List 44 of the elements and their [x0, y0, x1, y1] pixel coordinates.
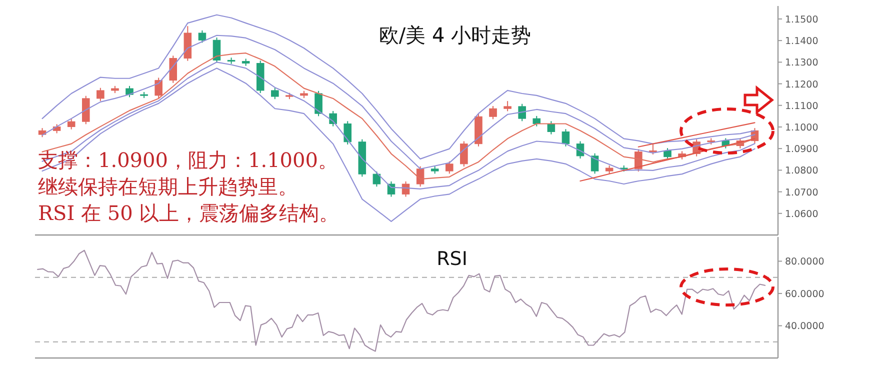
y-tick-label: 1.1300: [785, 58, 818, 69]
text: RSI: [436, 248, 468, 270]
candlestick: [460, 140, 468, 168]
y-tick-label: 1.1100: [785, 100, 818, 112]
candlestick: [198, 30, 206, 44]
y-tick-label: 1.1000: [785, 122, 818, 134]
y-tick-label: 40.0000: [785, 321, 824, 332]
candlestick: [504, 100, 512, 112]
candlestick: [664, 148, 672, 160]
candlestick: [489, 106, 497, 120]
candlestick: [82, 95, 90, 125]
text: 欧/美 4 小时走势: [378, 23, 532, 47]
y-tick-label: 80.0000: [785, 256, 824, 268]
annotation: RSI 在 50 以上，震荡偏多结构。: [38, 201, 340, 225]
candlestick: [314, 90, 322, 117]
candlestick: [649, 144, 657, 155]
candlestick: [446, 160, 454, 174]
candlestick: [126, 85, 134, 98]
line-series: [37, 250, 766, 352]
candlestick: [344, 120, 352, 145]
annotation: 支撑：1.0900，阻力：1.1000。: [38, 148, 338, 172]
y-tick-label: 1.1200: [785, 79, 818, 90]
y-tick-label: 60.0000: [785, 288, 824, 300]
candlestick: [154, 77, 162, 99]
y-tick-label: 1.1400: [785, 36, 818, 48]
annotation: 继续保持在短期上升趋势里。: [38, 174, 298, 198]
candlestick: [96, 87, 104, 102]
candlestick: [590, 152, 599, 174]
candlestick: [518, 103, 526, 122]
candlestick: [271, 87, 279, 100]
y-tick-label: 1.0900: [785, 144, 818, 156]
candlestick: [576, 140, 584, 160]
y-tick-label: 1.0700: [785, 187, 818, 198]
candlestick: [532, 115, 541, 127]
candlestick: [562, 128, 570, 147]
y-tick-label: 1.1500: [785, 14, 818, 26]
candlestick: [402, 180, 410, 198]
y-tick-label: 1.0600: [785, 208, 818, 220]
line-series: [638, 122, 756, 148]
candlestick: [212, 37, 221, 64]
candlestick: [169, 55, 178, 84]
candlestick: [67, 118, 76, 130]
candlestick: [372, 170, 381, 188]
y-tick-label: 1.0800: [785, 166, 818, 177]
